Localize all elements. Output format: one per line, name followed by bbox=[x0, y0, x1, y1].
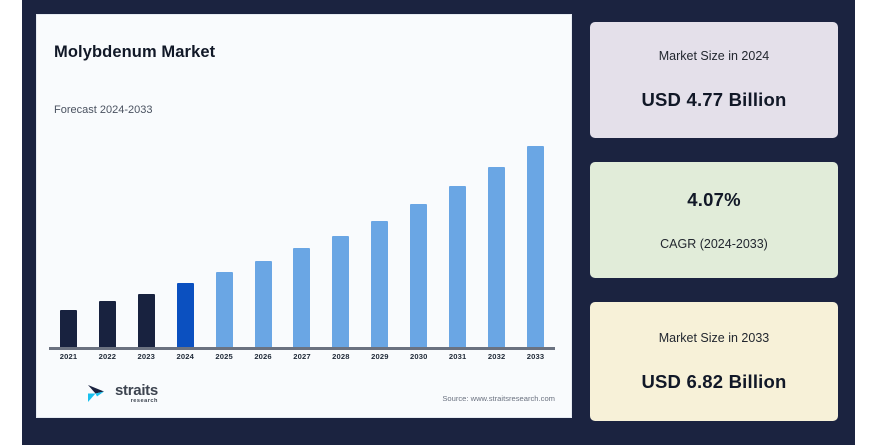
bar-series bbox=[49, 125, 555, 347]
bar-2023 bbox=[137, 294, 155, 347]
x-label-2032: 2032 bbox=[487, 352, 506, 361]
kpi-card-market-size-2024: Market Size in 2024 USD 4.77 Billion bbox=[590, 22, 838, 138]
kpi-value: 4.07% bbox=[687, 189, 741, 210]
bar-slot bbox=[283, 125, 322, 347]
bar-chart-plot bbox=[49, 125, 561, 350]
bar-slot bbox=[477, 125, 516, 347]
x-axis-line bbox=[49, 347, 555, 350]
bar-slot bbox=[205, 125, 244, 347]
bar-2027 bbox=[293, 248, 311, 347]
kpi-value: USD 6.82 Billion bbox=[641, 370, 787, 392]
bar-slot bbox=[244, 125, 283, 347]
x-label-2024: 2024 bbox=[176, 352, 194, 361]
x-label-2023: 2023 bbox=[137, 352, 156, 361]
x-label-2026: 2026 bbox=[254, 352, 272, 361]
bar-slot bbox=[166, 125, 205, 347]
logo-wordmark: straits research bbox=[115, 383, 158, 405]
bar-slot bbox=[360, 125, 399, 347]
source-attribution: Source: www.straitsresearch.com bbox=[442, 394, 555, 403]
x-label-2031: 2031 bbox=[448, 352, 467, 361]
bar-slot bbox=[516, 125, 555, 347]
x-label-2025: 2025 bbox=[215, 352, 233, 361]
kpi-value: USD 4.77 Billion bbox=[641, 89, 787, 110]
bar-2022 bbox=[98, 301, 116, 347]
x-label-2027: 2027 bbox=[293, 352, 311, 361]
bar-slot bbox=[438, 125, 477, 347]
kpi-label: CAGR (2024-2033) bbox=[660, 237, 768, 251]
bar-slot bbox=[399, 125, 438, 347]
bar-2024 bbox=[176, 283, 194, 347]
x-label-2022: 2022 bbox=[98, 352, 117, 361]
kpi-card-market-size-2033: Market Size in 2033 USD 6.82 Billion bbox=[590, 302, 838, 421]
bar-2030 bbox=[410, 204, 428, 347]
bar-2028 bbox=[332, 236, 350, 347]
logo-arrow-icon bbox=[88, 385, 104, 402]
straits-research-logo: straits research bbox=[86, 383, 158, 405]
chart-panel: Molybdenum Market Forecast 2024-2033 202… bbox=[36, 14, 572, 418]
bar-2026 bbox=[254, 261, 272, 347]
x-label-2029: 2029 bbox=[371, 352, 389, 361]
x-label-2021: 2021 bbox=[59, 352, 78, 361]
bar-slot bbox=[321, 125, 360, 347]
bar-slot bbox=[127, 125, 166, 347]
logo-word: straits bbox=[115, 382, 158, 400]
bar-2029 bbox=[371, 221, 389, 347]
kpi-label: Market Size in 2033 bbox=[658, 330, 770, 345]
bar-slot bbox=[49, 125, 88, 347]
bar-2025 bbox=[215, 272, 233, 347]
x-label-2033: 2033 bbox=[526, 352, 545, 361]
kpi-label: Market Size in 2024 bbox=[658, 49, 770, 63]
bar-slot bbox=[88, 125, 127, 347]
x-label-2030: 2030 bbox=[410, 352, 428, 361]
x-label-2028: 2028 bbox=[332, 352, 350, 361]
bar-2032 bbox=[488, 167, 506, 347]
bar-2033 bbox=[527, 146, 545, 347]
bar-2021 bbox=[59, 310, 77, 347]
chart-subtitle: Forecast 2024-2033 bbox=[54, 104, 153, 116]
chart-title: Molybdenum Market bbox=[54, 43, 216, 61]
kpi-card-cagr: 4.07% CAGR (2024-2033) bbox=[590, 162, 838, 278]
x-axis-labels: 2021 2022 2023 2024 2025 2026 2027 2028 2029 2030… bbox=[49, 352, 555, 368]
bar-2031 bbox=[449, 186, 467, 347]
logo-subword: research bbox=[130, 398, 158, 405]
